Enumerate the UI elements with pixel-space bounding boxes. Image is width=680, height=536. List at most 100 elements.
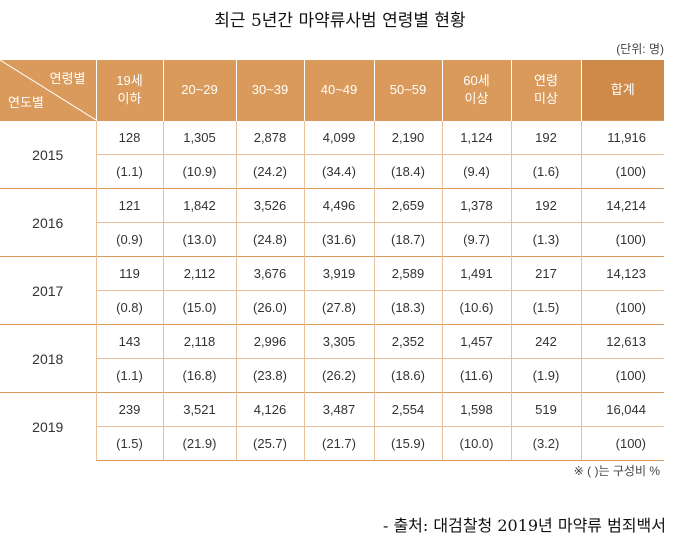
- count-cell: 4,099: [303, 120, 374, 155]
- count-cell: 1,378: [441, 188, 511, 223]
- ratio-cell: (15.0): [162, 290, 236, 325]
- ratio-cell: (16.8): [162, 358, 236, 393]
- ratio-cell: (1.1): [95, 154, 163, 189]
- ratio-cell: (13.0): [162, 222, 236, 257]
- table-row-ratio: (1.1) (16.8) (23.8) (26.2) (18.6) (11.6) (1.9)…: [0, 358, 664, 393]
- count-cell: 3,676: [235, 256, 304, 291]
- count-cell: 128: [95, 120, 163, 155]
- col-header-30-39: 30~39: [235, 60, 304, 121]
- ratio-cell: (100): [580, 154, 664, 189]
- count-cell: 3,526: [235, 188, 304, 223]
- source-caption: - 출처: 대검찰청 2019년 마약류 범죄백서: [382, 516, 666, 535]
- col-header-text: 합계: [610, 82, 635, 98]
- ratio-cell: (27.8): [303, 290, 374, 325]
- ratio-note: ※ ( )는 구성비 %: [573, 464, 660, 478]
- col-header-20-29: 20~29: [162, 60, 236, 121]
- col-header-text: 이상: [464, 91, 489, 106]
- table-row-ratio: (0.9) (13.0) (24.8) (31.6) (18.7) (9.7) (1.3)(…: [0, 222, 664, 257]
- col-header-text: 50~59: [389, 82, 427, 98]
- count-cell: 4,126: [235, 392, 304, 427]
- ratio-cell: (100): [580, 426, 664, 461]
- col-header-text: 20~29: [181, 82, 218, 98]
- corner-year-label: 연도별: [8, 95, 44, 111]
- count-cell: 2,352: [373, 324, 442, 359]
- count-cell: 217: [510, 256, 581, 291]
- count-cell: 14,123: [580, 256, 664, 291]
- diagonal-line: [0, 60, 96, 120]
- table-row-count: 2018 143 2,118 2,996 3,305 2,352 1,457 242 12,61…: [0, 324, 664, 393]
- ratio-cell: (9.4): [441, 154, 511, 189]
- ratio-cell: (9.7): [441, 222, 511, 257]
- ratio-cell: (18.7): [373, 222, 442, 257]
- count-cell: 1,124: [441, 120, 511, 155]
- ratio-cell: (10.9): [162, 154, 236, 189]
- count-cell: 14,214: [580, 188, 664, 223]
- ratio-cell: (25.7): [235, 426, 304, 461]
- ratio-cell: (1.1): [95, 358, 163, 393]
- corner-age-label: 연령별: [49, 71, 86, 86]
- count-cell: 192: [510, 188, 581, 223]
- count-cell: 242: [510, 324, 581, 359]
- ratio-cell: (1.5): [95, 426, 163, 461]
- ratio-cell: (31.6): [303, 222, 374, 257]
- ratio-cell: (18.3): [373, 290, 442, 325]
- table-row-count: 2015 128 1,305 2,878 4,099 2,190 1,124 192 11,91…: [0, 120, 664, 189]
- ratio-cell: (11.6): [441, 358, 511, 393]
- table-title: 최근 5년간 마약류사범 연령별 현황: [214, 11, 466, 31]
- count-cell: 2,554: [373, 392, 442, 427]
- count-cell: 192: [510, 120, 581, 155]
- count-cell: 1,305: [162, 120, 236, 155]
- count-cell: 1,491: [441, 256, 511, 291]
- unit-label: (단위: 명): [616, 42, 664, 56]
- table-row-ratio: (0.8) (15.0) (26.0) (27.8) (18.3) (10.6) (1.5)…: [0, 290, 664, 325]
- col-header-unknown: 연령 미상: [510, 60, 581, 121]
- count-cell: 1,842: [162, 188, 236, 223]
- count-cell: 3,521: [162, 392, 236, 427]
- ratio-cell: (1.6): [510, 154, 581, 189]
- col-header-text: 미상: [534, 91, 558, 106]
- year-cell: 2018: [0, 324, 96, 393]
- ratio-cell: (34.4): [303, 154, 374, 189]
- count-cell: 3,919: [303, 256, 374, 291]
- ratio-cell: (24.2): [235, 154, 304, 189]
- col-header-total: 합계: [580, 60, 664, 121]
- count-cell: 2,659: [373, 188, 442, 223]
- ratio-cell: (100): [580, 222, 664, 257]
- ratio-cell: (15.9): [373, 426, 442, 461]
- col-header-text: 60세: [463, 73, 490, 89]
- count-cell: 2,589: [373, 256, 442, 291]
- ratio-cell: (100): [580, 358, 664, 393]
- count-cell: 239: [95, 392, 163, 427]
- ratio-cell: (26.0): [235, 290, 304, 325]
- ratio-cell: (3.2): [510, 426, 581, 461]
- ratio-cell: (21.9): [162, 426, 236, 461]
- ratio-cell: (10.0): [441, 426, 511, 461]
- ratio-cell: (1.9): [510, 358, 581, 393]
- ratio-cell: (24.8): [235, 222, 304, 257]
- col-header-50-59: 50~59: [373, 60, 442, 121]
- ratio-cell: (26.2): [303, 358, 374, 393]
- count-cell: 2,878: [235, 120, 304, 155]
- count-cell: 11,916: [580, 120, 664, 155]
- corner-header: 연령별 연도별: [0, 60, 96, 121]
- col-header-text: 19세: [116, 73, 143, 89]
- count-cell: 12,613: [580, 324, 664, 359]
- table-row-ratio: (1.1) (10.9) (24.2) (34.4) (18.4) (9.4) (1.6)(…: [0, 154, 664, 189]
- count-cell: 2,112: [162, 256, 236, 291]
- count-cell: 2,996: [235, 324, 304, 359]
- year-cell: 2017: [0, 256, 96, 325]
- ratio-cell: (23.8): [235, 358, 304, 393]
- table-row-ratio: (1.5) (21.9) (25.7) (21.7) (15.9) (10.0) (3.2)…: [0, 426, 664, 461]
- table-row-count: 2016 121 1,842 3,526 4,496 2,659 1,378 192 14,21…: [0, 188, 664, 257]
- col-header-text: 40~49: [320, 82, 358, 98]
- col-header-40-49: 40~49: [303, 60, 374, 121]
- count-cell: 2,190: [373, 120, 442, 155]
- table-row-count: 2019 239 3,521 4,126 3,487 2,554 1,598 519 16,04…: [0, 392, 664, 461]
- ratio-cell: (18.4): [373, 154, 442, 189]
- col-header-text: 이하: [117, 91, 142, 106]
- col-header-text: 30~39: [251, 82, 289, 98]
